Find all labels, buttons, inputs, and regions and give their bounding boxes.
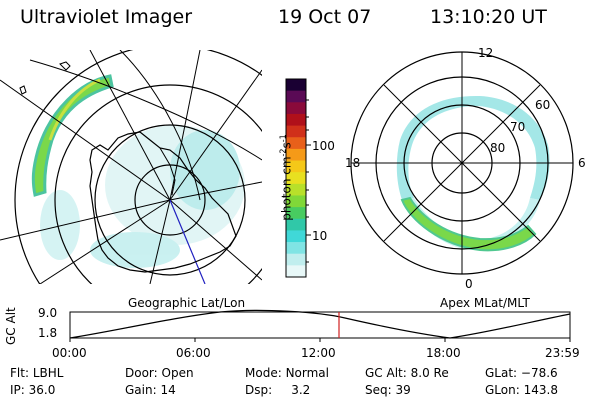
status-gc-alt: GC Alt: 8.0 Re xyxy=(365,366,449,380)
colorbar-stripe xyxy=(286,218,306,231)
colorbar-label-100: 100 xyxy=(312,139,335,153)
altitude-curve xyxy=(69,309,571,339)
mlt-label-18: 18 xyxy=(345,156,361,170)
colorbar-stripe xyxy=(286,253,306,266)
timeline-x-1800: 18:00 xyxy=(426,346,461,360)
colorbar xyxy=(285,78,311,278)
colorbar-stripe xyxy=(286,148,306,162)
colorbar-stripe xyxy=(286,160,306,173)
status-ip: IP: 36.0 xyxy=(10,383,56,397)
track-line xyxy=(169,199,206,284)
geographic-map xyxy=(0,50,262,284)
colorbar-stripe xyxy=(286,183,306,196)
colorbar-stripe xyxy=(286,265,306,278)
colorbar-stripe xyxy=(286,102,306,115)
timeline-ymax: 9.0 xyxy=(38,306,58,320)
colorbar-unit-label: photon cm-2s-1 xyxy=(278,134,294,221)
date-label: 19 Oct 07 xyxy=(278,6,372,28)
status-glat: GLat: −78.6 xyxy=(485,366,558,380)
timeline-ymin: 1.8 xyxy=(38,326,58,340)
magnetic-polar-map xyxy=(350,51,574,275)
continent-outline xyxy=(89,131,237,273)
time-label: 13:10:20 UT xyxy=(430,6,547,28)
status-gain: Gain: 14 xyxy=(125,383,176,397)
status-dsp: Dsp: 3.2 xyxy=(245,383,311,397)
status-mode: Mode: Normal xyxy=(245,366,329,380)
geographic-caption: Geographic Lat/Lon xyxy=(128,296,246,310)
apex-caption: Apex MLat/MLT xyxy=(440,296,530,310)
mlt-label-0: 0 xyxy=(465,277,473,291)
altitude-timeline xyxy=(69,309,571,342)
timeline-x-2359: 23:59 xyxy=(545,346,580,360)
status-glon: GLon: 143.8 xyxy=(485,383,558,397)
timeline-x-0600: 06:00 xyxy=(176,346,211,360)
mlat-label-80: 80 xyxy=(490,141,506,155)
instrument-title: Ultraviolet Imager xyxy=(20,6,193,28)
timeline-x-0000: 00:00 xyxy=(52,346,87,360)
aurora-arc-left xyxy=(31,74,114,197)
colorbar-stripe xyxy=(286,79,306,92)
geo-meridians xyxy=(0,50,262,284)
colorbar-stripe xyxy=(286,113,306,127)
aurora-band-right xyxy=(400,196,537,252)
timeline-x-1200: 12:00 xyxy=(301,346,336,360)
colorbar-stripe xyxy=(286,125,306,138)
mlat-label-70: 70 xyxy=(510,120,526,134)
colorbar-stripe xyxy=(286,90,306,103)
aurora-diffuse-left xyxy=(40,125,245,268)
mlt-label-6: 6 xyxy=(578,156,586,170)
colorbar-stripe xyxy=(286,137,306,150)
status-filter: Flt: LBHL xyxy=(10,366,64,380)
mlat-label-60: 60 xyxy=(535,98,551,112)
colorbar-label-10: 10 xyxy=(312,229,328,243)
colorbar-stripe xyxy=(286,230,306,243)
timeline-axis-label: GC Alt xyxy=(4,307,18,345)
aurora-oval-right xyxy=(396,95,550,200)
mlt-label-12: 12 xyxy=(478,46,494,60)
colorbar-stripe xyxy=(286,207,306,220)
colorbar-stripe xyxy=(286,195,306,208)
status-seq: Seq: 39 xyxy=(365,383,411,397)
colorbar-stripe xyxy=(286,172,306,185)
status-door: Door: Open xyxy=(125,366,194,380)
colorbar-stripe xyxy=(286,242,306,255)
